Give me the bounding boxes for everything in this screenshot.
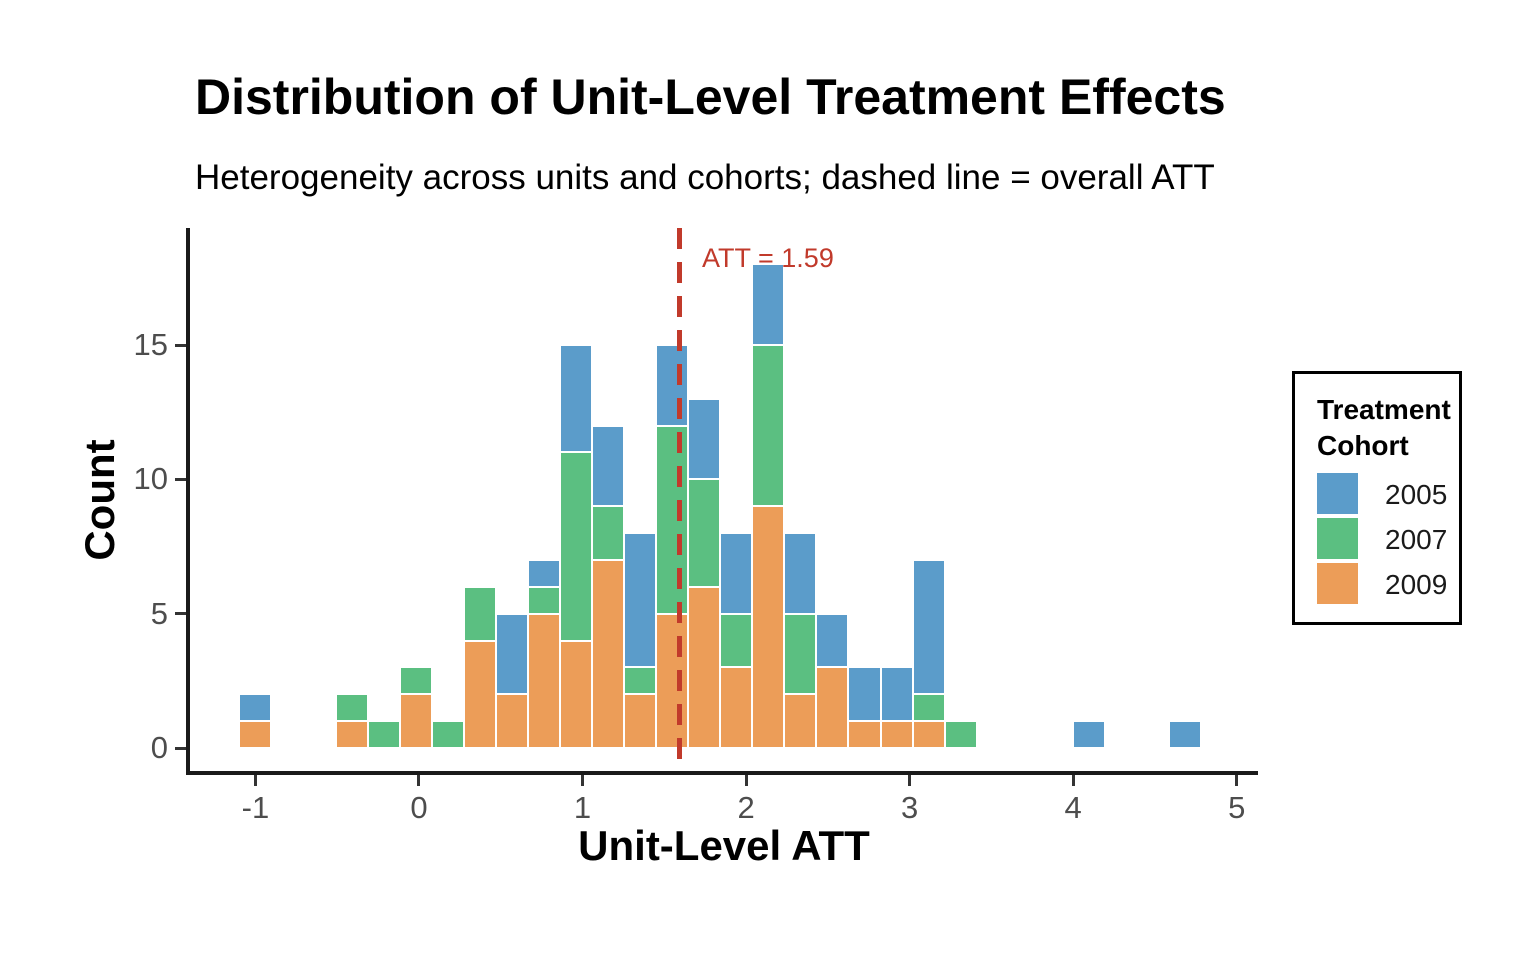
x-tick-label: -1 [241,790,270,825]
histogram-bar-segment-2005 [848,667,881,722]
chart-subtitle: Heterogeneity across units and cohorts; … [195,158,1215,197]
histogram-bar-segment-2007 [559,452,592,641]
histogram-bar-segment-2005 [880,667,913,722]
x-tick [1235,775,1239,786]
histogram-bar-segment-2007 [335,694,368,722]
histogram-bar-segment-2007 [399,667,432,695]
histogram-bar-segment-2009 [816,667,849,748]
histogram-bar-segment-2009 [335,721,368,748]
y-tick-label: 10 [133,461,168,497]
histogram-bar-segment-2009 [656,613,689,748]
y-tick-label: 0 [150,730,168,765]
histogram-bar-segment-2005 [1169,721,1202,748]
histogram-bar-segment-2009 [784,694,817,748]
x-axis-line [186,771,1258,775]
legend-swatch-2009 [1317,563,1358,604]
histogram-bar-segment-2005 [720,533,753,614]
histogram-bar-segment-2005 [1072,721,1105,748]
y-tick [175,343,186,347]
histogram-bar-segment-2009 [592,559,625,748]
histogram-bar-segment-2009 [527,613,560,748]
histogram-bar-segment-2007 [944,721,977,748]
histogram-bar-segment-2009 [720,667,753,748]
legend-title: Treatment Cohort [1317,392,1451,464]
y-tick [175,612,186,616]
histogram-bar-segment-2007 [367,721,400,748]
histogram-bar-segment-2005 [752,264,785,345]
histogram-bar-segment-2009 [752,506,785,748]
histogram-bar-segment-2005 [912,559,945,695]
x-tick [417,775,421,786]
histogram-bar-segment-2007 [527,586,560,614]
histogram-bar-segment-2009 [880,721,913,748]
histogram-bar-segment-2005 [784,533,817,614]
x-tick-label: 4 [1064,790,1082,825]
histogram-bar-segment-2007 [720,613,753,668]
histogram-bar-segment-2007 [784,613,817,695]
x-tick [253,775,257,786]
x-tick [581,775,585,786]
x-tick [1071,775,1075,786]
att-annotation: ATT = 1.59 [702,243,834,273]
histogram-bar-segment-2007 [656,425,689,614]
histogram-bar-segment-2009 [559,640,592,748]
histogram-bar-segment-2007 [592,506,625,560]
y-tick [175,477,186,481]
histogram-bar-segment-2005 [239,694,272,722]
histogram-bar-segment-2007 [752,345,785,507]
x-axis-title: Unit-Level ATT [578,822,870,869]
y-tick [175,746,186,750]
x-tick-label: 3 [901,790,919,825]
histogram-bar-segment-2009 [239,721,272,748]
legend-swatch-2007 [1317,518,1358,559]
y-tick-label: 5 [150,595,168,631]
legend-swatch-2005 [1317,473,1358,514]
histogram-bar-segment-2009 [848,721,881,748]
histogram-bar-segment-2007 [688,479,721,587]
histogram-bar-segment-2009 [624,694,657,748]
legend-title-line-2: Cohort [1317,429,1409,461]
legend-label: 2007 [1385,524,1448,555]
histogram-bar-segment-2005 [624,533,657,668]
histogram-bar-segment-2005 [592,425,625,507]
histogram-bar-segment-2009 [399,694,432,748]
x-tick-label: 2 [737,790,755,825]
legend-title-line-1: Treatment [1317,394,1451,425]
histogram-bar-segment-2007 [463,586,496,641]
y-tick-label: 15 [133,327,168,362]
legend: Treatment Cohort 2005 2007 2009 [1292,371,1462,625]
att-dashed-line [676,228,682,771]
histogram-bar-segment-2005 [816,613,849,668]
chart-title: Distribution of Unit-Level Treatment Eff… [195,69,1226,125]
legend-label: 2005 [1385,479,1448,510]
x-tick-label: 0 [410,790,428,825]
histogram-bar-segment-2005 [656,345,689,426]
histogram-bar-segment-2007 [431,721,464,748]
y-axis-title: Count [76,439,123,561]
y-axis-line [186,228,190,775]
x-tick-label: 5 [1228,790,1246,825]
legend-label: 2009 [1385,569,1448,600]
histogram-bar-segment-2005 [527,559,560,587]
x-tick [744,775,748,786]
histogram-bar-segment-2009 [912,721,945,748]
histogram-bar-segment-2009 [463,640,496,748]
x-tick-label: 1 [573,790,592,825]
histogram-bar-segment-2005 [559,345,592,453]
histogram-bar-segment-2007 [912,694,945,722]
histogram-bar-segment-2007 [624,667,657,695]
histogram-bar-segment-2005 [688,398,721,480]
x-tick [908,775,912,786]
histogram-bar-segment-2009 [688,586,721,748]
histogram-bar-segment-2009 [495,694,528,748]
histogram-bar-segment-2005 [495,613,528,695]
